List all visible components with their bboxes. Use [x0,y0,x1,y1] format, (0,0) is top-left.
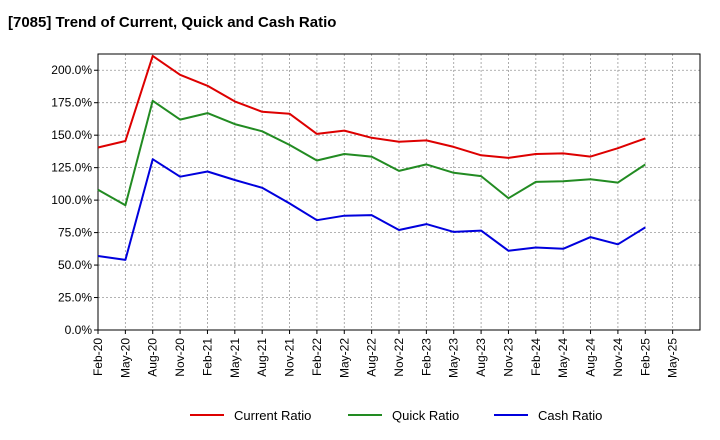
x-tick-label: Feb-22 [310,338,324,376]
plot-border [97,53,701,331]
y-tick-label: 125.0% [51,161,92,175]
y-tick-label: 100.0% [51,193,92,207]
legend-label-current-ratio: Current Ratio [234,408,311,423]
x-tick-label: Aug-23 [474,338,488,377]
y-tick-label: 175.0% [51,96,92,110]
x-tick-label: Feb-23 [419,338,433,376]
x-tick-label: May-23 [447,338,461,378]
x-tick-label: Feb-21 [200,338,214,376]
legend-label-quick-ratio: Quick Ratio [392,408,459,423]
x-tick-label: Aug-21 [255,338,269,377]
x-tick-label: May-20 [118,338,132,378]
y-tick-label: 0.0% [65,323,93,337]
series-line-quick-ratio [97,99,646,207]
x-tick-label: Nov-23 [501,338,515,377]
x-tick-label: Aug-24 [584,338,598,377]
y-tick-label: 200.0% [51,63,92,77]
x-tick-label: Feb-20 [91,338,105,376]
x-tick-label: Feb-24 [529,338,543,376]
x-tick-label: May-22 [337,338,351,378]
y-tick-label: 50.0% [58,258,92,272]
legend-label-cash-ratio: Cash Ratio [538,408,602,423]
y-tick-label: 75.0% [58,226,92,240]
y-tick-label: 150.0% [51,128,92,142]
x-tick-label: May-24 [556,338,570,378]
x-tick-label: Nov-22 [392,338,406,377]
series-line-current-ratio [97,54,646,159]
y-tick-label: 25.0% [58,291,92,305]
x-tick-label: May-25 [666,338,680,378]
x-tick-label: May-21 [228,338,242,378]
x-tick-label: Feb-25 [638,338,652,376]
x-tick-label: Aug-22 [365,338,379,377]
chart-title: [7085] Trend of Current, Quick and Cash … [8,14,337,31]
x-tick-label: Nov-21 [283,338,297,377]
x-tick-label: Nov-20 [173,338,187,377]
x-tick-label: Aug-20 [146,338,160,377]
series-line-cash-ratio [97,158,646,261]
x-tick-label: Nov-24 [611,338,625,377]
